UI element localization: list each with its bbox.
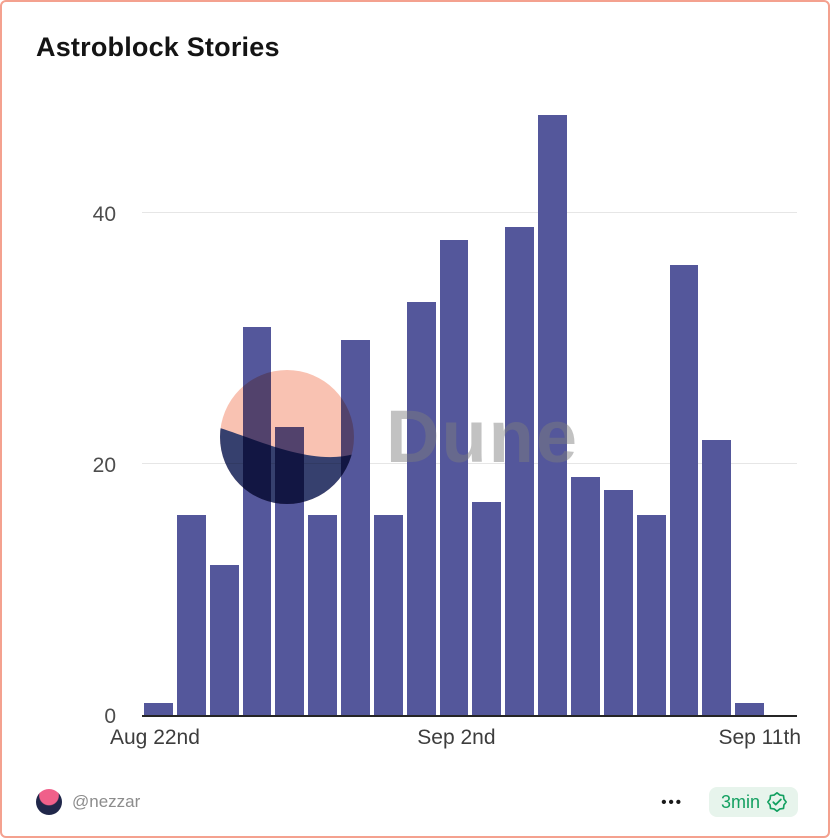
author-handle: @nezzar — [72, 792, 141, 811]
bar[interactable] — [242, 327, 272, 715]
bar[interactable] — [735, 702, 765, 715]
refresh-time-badge[interactable]: 3min — [708, 787, 798, 817]
x-axis: Aug 22nd Sep 2nd Sep 11th — [110, 726, 801, 756]
bar[interactable] — [702, 439, 732, 715]
bar[interactable] — [373, 514, 403, 715]
bar[interactable] — [439, 239, 469, 715]
bar-series — [144, 102, 765, 715]
refresh-time-label: 3min — [720, 791, 760, 812]
bar[interactable] — [275, 427, 305, 715]
bar[interactable] — [406, 302, 436, 715]
bar[interactable] — [144, 702, 173, 715]
bar[interactable] — [603, 489, 633, 715]
verified-seal-icon — [767, 792, 787, 812]
author-link[interactable]: @nezzar — [36, 789, 140, 815]
bar[interactable] — [505, 227, 535, 715]
gridline — [142, 462, 797, 464]
chart-title: Astroblock Stories — [36, 32, 280, 62]
x-tick-label: Sep 11th — [718, 726, 801, 749]
y-tick-label: 20 — [92, 453, 116, 477]
bar[interactable] — [669, 264, 699, 715]
bar[interactable] — [176, 514, 206, 715]
bar[interactable] — [538, 114, 567, 715]
bar[interactable] — [341, 339, 370, 715]
bar[interactable] — [308, 514, 338, 715]
y-tick-label: 40 — [92, 202, 116, 226]
x-tick-label: Aug 22nd — [110, 726, 200, 749]
bar[interactable] — [636, 514, 666, 715]
y-axis: 0 20 40 — [2, 102, 130, 728]
bar[interactable] — [472, 502, 502, 715]
card-footer: @nezzar ••• 3min — [36, 784, 798, 820]
y-tick-label: 0 — [104, 705, 116, 728]
gridline — [142, 211, 797, 213]
bar[interactable] — [209, 564, 239, 715]
author-avatar — [36, 789, 62, 815]
more-options-button[interactable]: ••• — [661, 793, 683, 811]
bar-chart-plot: Dune — [142, 102, 797, 717]
x-tick-label: Sep 2nd — [417, 726, 496, 749]
bar[interactable] — [570, 477, 600, 715]
